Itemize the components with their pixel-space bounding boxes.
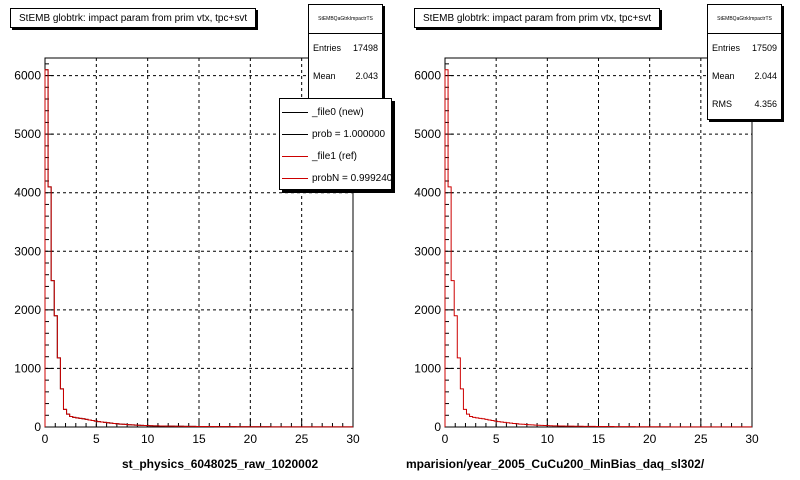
stats-entries-value: 17498 [352, 43, 378, 53]
x-tick-label: 15 [192, 432, 206, 446]
legend-entry-file1: _file1 (ref) [280, 145, 391, 167]
y-tick-label: 4000 [14, 186, 41, 200]
stats-box-right: StEMBQaGtrkImpactrTS Entries 17509 Mean … [707, 4, 782, 120]
x-tick-label: 25 [694, 432, 708, 446]
legend-entry-file0: _file0 (new) [280, 101, 391, 123]
legend-box: _file0 (new) prob = 1.000000 _file1 (ref… [279, 98, 392, 190]
stats-rms-row: RMS 4.356 [708, 90, 781, 118]
stats-mean-row: Mean 2.043 [309, 62, 382, 90]
x-axis-label-left: st_physics_6048025_raw_1020002 [122, 457, 319, 471]
x-tick-label: 20 [244, 432, 258, 446]
legend-label-file0: _file0 (new) [312, 106, 364, 118]
x-tick-label: 0 [442, 432, 449, 446]
histogram-title-left: StEMB globtrk: impact param from prim vt… [10, 8, 257, 28]
y-tick-label: 2000 [14, 303, 41, 317]
legend-line-probn [282, 177, 308, 179]
stats-mean-label: Mean [313, 71, 336, 81]
stats-entries-row: Entries 17509 [708, 34, 781, 62]
stats-mean-value: 2.043 [355, 71, 378, 81]
legend-entry-prob: prob = 1.000000 [280, 123, 391, 145]
stats-name: StEMBQaGtrkImpactrTS [309, 5, 382, 34]
y-tick-label: 4000 [414, 186, 441, 200]
stats-name: StEMBQaGtrkImpactrTS [708, 5, 781, 34]
stats-mean-value: 2.044 [754, 71, 777, 81]
y-tick-label: 1000 [14, 361, 41, 375]
legend-label-probn: probN = 0.999240 [312, 172, 392, 184]
y-tick-label: 0 [434, 420, 441, 434]
legend-line-prob [282, 133, 308, 135]
x-tick-label: 0 [42, 432, 49, 446]
histogram-series-ref [44, 69, 353, 428]
stats-mean-row: Mean 2.044 [708, 62, 781, 90]
stats-entries-value: 17509 [751, 43, 777, 53]
y-tick-label: 1000 [414, 361, 441, 375]
x-tick-label: 25 [295, 432, 309, 446]
y-tick-label: 6000 [414, 69, 441, 83]
x-tick-label: 20 [643, 432, 657, 446]
y-tick-label: 3000 [414, 244, 441, 258]
y-tick-label: 0 [34, 420, 41, 434]
y-tick-label: 3000 [14, 244, 41, 258]
x-axis-label-right: mparision/year_2005_CuCu200_MinBias_daq_… [406, 457, 705, 471]
stats-entries-label: Entries [712, 43, 741, 53]
x-tick-label: 15 [592, 432, 606, 446]
x-tick-label: 30 [346, 432, 360, 446]
x-tick-label: 10 [541, 432, 555, 446]
stats-rms-label: RMS [712, 99, 732, 109]
x-tick-label: 30 [745, 432, 759, 446]
y-tick-label: 5000 [14, 127, 41, 141]
legend-label-file1: _file1 (ref) [312, 150, 358, 162]
stats-entries-row: Entries 17498 [309, 34, 382, 62]
legend-label-prob: prob = 1.000000 [312, 128, 386, 140]
histogram-title-right: StEMB globtrk: impact param from prim vt… [414, 8, 661, 28]
legend-line-file1 [282, 155, 308, 157]
y-tick-label: 2000 [414, 303, 441, 317]
x-tick-label: 5 [493, 432, 500, 446]
legend-entry-probn: probN = 0.999240 [280, 167, 391, 189]
stats-rms-value: 4.356 [754, 99, 777, 109]
x-tick-label: 10 [141, 432, 155, 446]
y-tick-label: 5000 [414, 127, 441, 141]
x-tick-label: 5 [93, 432, 100, 446]
y-tick-label: 6000 [14, 69, 41, 83]
legend-line-file0 [282, 111, 308, 113]
stats-entries-label: Entries [313, 43, 342, 53]
stats-mean-label: Mean [712, 71, 735, 81]
histogram-series-ref [444, 69, 752, 428]
